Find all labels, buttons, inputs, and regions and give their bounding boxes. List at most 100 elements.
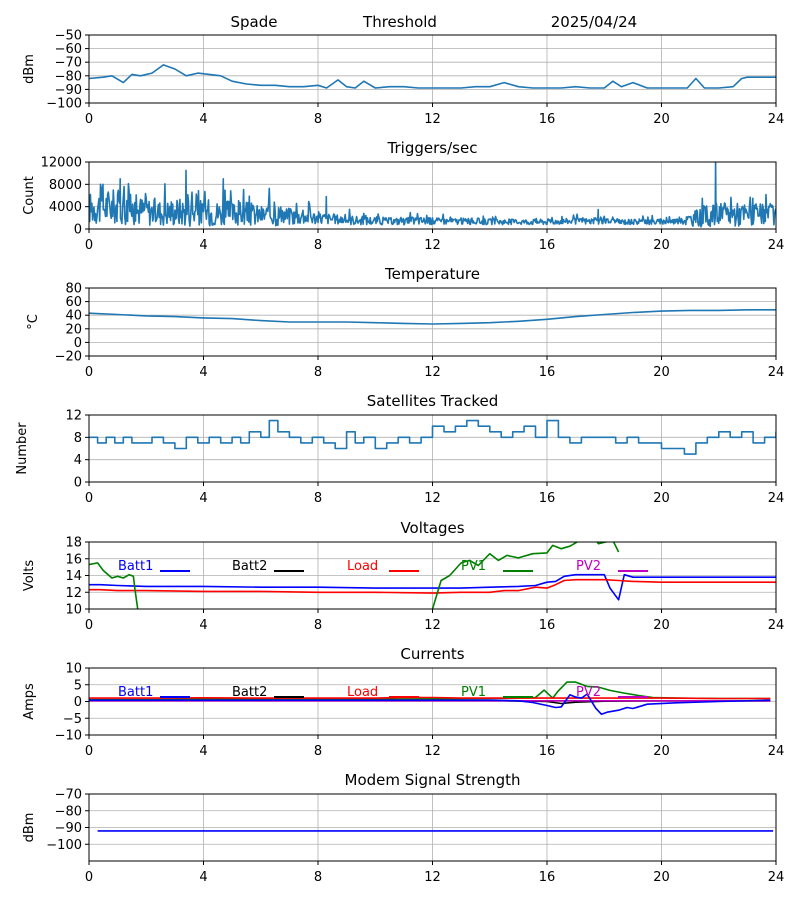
x-tick-label: 20 [653, 744, 670, 759]
series-line-triggers-0 [89, 162, 776, 228]
chart-title: Temperature [384, 265, 480, 283]
y-tick-label: −50 [55, 29, 82, 44]
y-tick-label: 80 [65, 282, 82, 297]
x-tick-label: 12 [424, 870, 441, 885]
series-line-currents-4 [89, 693, 771, 715]
y-tick-label: 20 [65, 322, 82, 337]
chart-title: Satellites Tracked [367, 392, 498, 410]
x-tick-label: 20 [653, 870, 670, 885]
x-tick-label: 4 [199, 491, 207, 506]
x-tick-label: 12 [424, 112, 441, 127]
x-tick-label: 0 [85, 618, 93, 633]
y-tick-label: −10 [55, 729, 82, 744]
y-tick-label: 40 [65, 309, 82, 324]
series-line-voltages-0 [89, 573, 776, 601]
plot-area-signal [89, 64, 776, 89]
x-tick-label: 24 [768, 618, 785, 633]
y-tick-label: −20 [55, 350, 82, 365]
legend-label: PV1 [461, 559, 486, 574]
series-line-voltages-2 [89, 562, 139, 609]
x-tick-label: 4 [199, 365, 207, 380]
x-tick-label: 16 [539, 365, 556, 380]
x-tick-label: 8 [314, 618, 322, 633]
y-tick-label: −80 [55, 804, 82, 819]
y-tick-label: 14 [65, 569, 82, 584]
x-tick-label: 24 [768, 491, 785, 506]
legend-label: Load [347, 559, 378, 574]
y-tick-label: 8 [74, 431, 82, 446]
x-tick-label: 4 [199, 744, 207, 759]
series-line-satellites-0 [89, 419, 776, 455]
legend-label: PV2 [576, 559, 601, 574]
legend-label: Batt1 [118, 685, 153, 700]
header-date: 2025/04/24 [551, 13, 637, 31]
y-tick-label: −90 [55, 821, 82, 836]
panel-modem: 0 4 8 12 16 20 24 −100 −90 −80−70 Modem Signal Str… [22, 771, 784, 885]
x-tick-label: 20 [653, 365, 670, 380]
x-tick-label: 20 [653, 238, 670, 253]
header-mode: Threshold [362, 13, 437, 31]
chart-title: Modem Signal Strength [345, 771, 521, 789]
y-axis-label: °C [26, 314, 41, 330]
legend-label: Load [347, 685, 378, 700]
x-tick-label: 12 [424, 618, 441, 633]
y-tick-label: 60 [65, 295, 82, 310]
x-tick-label: 4 [199, 870, 207, 885]
panel-triggers: 0 4 8 12 16 20 24 0 4000 8000 12000 Triggers/sec Cou… [22, 139, 784, 253]
plot-area-voltages [89, 542, 776, 609]
chart-title: Currents [400, 645, 464, 663]
y-tick-label: −80 [55, 69, 82, 84]
chart-title: Voltages [400, 519, 464, 537]
chart-title: Triggers/sec [387, 139, 478, 157]
x-tick-label: 0 [85, 365, 93, 380]
y-tick-label: 0 [74, 223, 82, 238]
legend-label: PV1 [461, 685, 486, 700]
series-line-signal-0 [89, 64, 776, 89]
y-tick-label: 0 [74, 476, 82, 491]
x-tick-label: 0 [85, 870, 93, 885]
legend-label: Batt2 [232, 559, 267, 574]
y-axis-label: Amps [22, 683, 37, 720]
y-tick-label: 10 [65, 662, 82, 677]
plot-area-temperature [89, 309, 776, 325]
y-tick-label: 12000 [41, 156, 82, 171]
y-tick-label: −70 [55, 788, 82, 803]
x-tick-label: 20 [653, 491, 670, 506]
x-tick-label: 12 [424, 238, 441, 253]
x-tick-label: 0 [85, 744, 93, 759]
x-tick-label: 0 [85, 238, 93, 253]
plot-area-currents [89, 681, 771, 715]
x-tick-label: 16 [539, 744, 556, 759]
y-axis-label: dBm [22, 54, 37, 84]
y-axis-label: dBm [22, 813, 37, 843]
y-axis-label: Number [15, 422, 30, 475]
y-tick-label: 4000 [49, 200, 82, 215]
legend-label: Batt1 [118, 559, 153, 574]
x-tick-label: 16 [539, 238, 556, 253]
legend-label: PV2 [576, 685, 601, 700]
y-tick-label: −90 [55, 83, 82, 98]
y-tick-label: 8000 [49, 178, 82, 193]
x-tick-label: 8 [314, 870, 322, 885]
x-tick-label: 24 [768, 238, 785, 253]
x-tick-label: 8 [314, 365, 322, 380]
series-line-currents-1 [89, 696, 771, 700]
y-tick-label: 4 [74, 453, 82, 468]
y-axis-label: Count [22, 176, 37, 215]
plot-area-satellites [89, 419, 776, 455]
y-tick-label: −5 [63, 712, 82, 727]
y-tick-label: 16 [65, 552, 82, 567]
x-tick-label: 24 [768, 870, 785, 885]
y-tick-label: −100 [46, 97, 82, 112]
x-tick-label: 8 [314, 238, 322, 253]
y-axis-label: Volts [22, 560, 37, 592]
x-tick-label: 12 [424, 365, 441, 380]
x-tick-label: 24 [768, 112, 785, 127]
x-tick-label: 16 [539, 618, 556, 633]
x-tick-label: 12 [424, 744, 441, 759]
y-tick-label: −70 [55, 56, 82, 71]
x-tick-label: 20 [653, 618, 670, 633]
x-tick-label: 8 [314, 744, 322, 759]
